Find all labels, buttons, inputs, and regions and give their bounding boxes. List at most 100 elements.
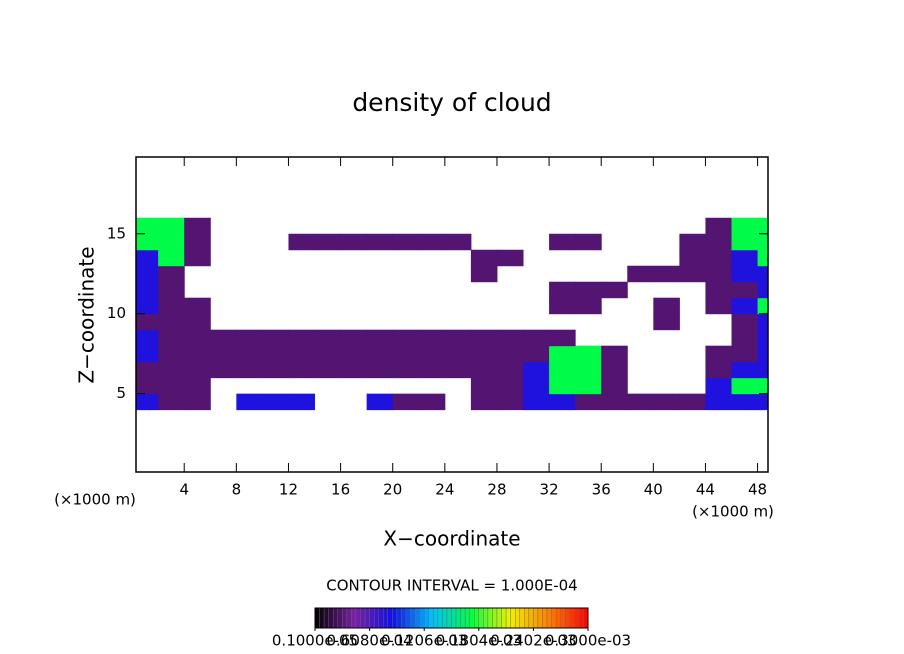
field-cell (470, 377, 498, 395)
field-cell (757, 297, 768, 315)
colorbar-swatch (528, 607, 534, 629)
colorbar-swatch (478, 607, 484, 629)
field-cell (210, 345, 237, 363)
field-cell (575, 393, 602, 411)
field-cell (340, 345, 368, 363)
x-tick-label: 24 (435, 481, 454, 499)
field-cell (366, 329, 394, 347)
field-cell (236, 329, 263, 347)
x-tick-label: 44 (696, 481, 715, 499)
field-cell (705, 265, 733, 283)
field-cell (392, 393, 420, 411)
field-cell (731, 345, 759, 363)
field-cell (470, 265, 498, 283)
field-cell (757, 361, 768, 379)
y-tick-label: 15 (107, 224, 126, 242)
colorbar-swatch (565, 607, 571, 629)
field-cell (653, 297, 680, 315)
field-cell (705, 345, 733, 363)
field-cell (496, 249, 524, 267)
field-cell (523, 377, 550, 395)
colorbar-swatch (501, 607, 507, 629)
field-cell (575, 377, 602, 395)
field-cell (418, 329, 446, 347)
field-cell (236, 345, 263, 363)
field-cell (679, 233, 706, 251)
colorbar-swatch (378, 607, 384, 629)
field-cell (470, 345, 498, 363)
field-cell (262, 329, 289, 347)
colorbar-swatch (396, 607, 402, 629)
field-cell (705, 297, 733, 315)
field-cell (314, 345, 342, 363)
field-cell (757, 329, 768, 347)
field-cell (731, 217, 759, 235)
field-cell (184, 329, 211, 347)
field-cell (136, 217, 159, 235)
field-cell (158, 329, 185, 347)
field-cell (705, 393, 733, 411)
colorbar-swatch (328, 607, 334, 629)
colorbar-swatch (464, 607, 470, 629)
colorbar-swatch (546, 607, 552, 629)
field-cell (236, 361, 263, 379)
field-cell (136, 297, 159, 315)
colorbar-swatch (583, 607, 589, 629)
y-tick-label: 5 (116, 384, 126, 402)
colorbar-swatch (492, 607, 498, 629)
field-cell (288, 329, 316, 347)
colorbar-tick-label: 0.1000e-05 (272, 632, 358, 650)
field-cell (496, 377, 524, 395)
field-cell (184, 361, 211, 379)
field-cell (340, 329, 368, 347)
field-cell (210, 329, 237, 347)
x-tick-label: 36 (592, 481, 611, 499)
colorbar-swatch (401, 607, 407, 629)
colorbar-swatch (360, 607, 366, 629)
field-cell (731, 265, 759, 283)
colorbar-swatch (419, 607, 425, 629)
field-cell (549, 281, 576, 299)
field-cell (705, 217, 733, 235)
colorbar-swatch (351, 607, 357, 629)
field-cell (601, 377, 628, 395)
colorbar-swatch (451, 607, 457, 629)
colorbar-swatch (373, 607, 379, 629)
field-cell (340, 233, 368, 251)
colorbar-swatch (469, 607, 475, 629)
colorbar-swatch (487, 607, 493, 629)
field-cell (731, 361, 759, 379)
field-cell (158, 345, 185, 363)
colorbar-swatch (542, 607, 548, 629)
colorbar-swatch (483, 607, 489, 629)
y-unit: (×1000 m) (54, 491, 136, 509)
field-cell (136, 377, 159, 395)
plot-frame (135, 156, 769, 473)
field-cell (392, 345, 420, 363)
field-cell (288, 361, 316, 379)
field-cell (158, 217, 185, 235)
contour-interval: CONTOUR INTERVAL = 1.000E-04 (326, 577, 577, 595)
field-cell (262, 393, 289, 411)
field-cell (757, 265, 768, 283)
field-cell (444, 361, 472, 379)
field-cell (136, 281, 159, 299)
x-tick-label: 16 (331, 481, 350, 499)
colorbar-frame (314, 607, 589, 629)
chart-title: density of cloud (352, 88, 551, 117)
colorbar-swatch (437, 607, 443, 629)
field-cell (288, 233, 316, 251)
colorbar-swatch (314, 607, 320, 629)
field-cell (757, 281, 768, 299)
field-cell (496, 361, 524, 379)
colorbar-swatch (369, 607, 375, 629)
colorbar-swatch (510, 607, 516, 629)
field-cell (731, 297, 759, 315)
y-axis-label: Z−coordinate (75, 246, 99, 383)
field-cell (444, 345, 472, 363)
field-cell (418, 393, 446, 411)
colorbar-swatch (323, 607, 329, 629)
field-cell (136, 393, 159, 411)
colorbar-swatch (414, 607, 420, 629)
